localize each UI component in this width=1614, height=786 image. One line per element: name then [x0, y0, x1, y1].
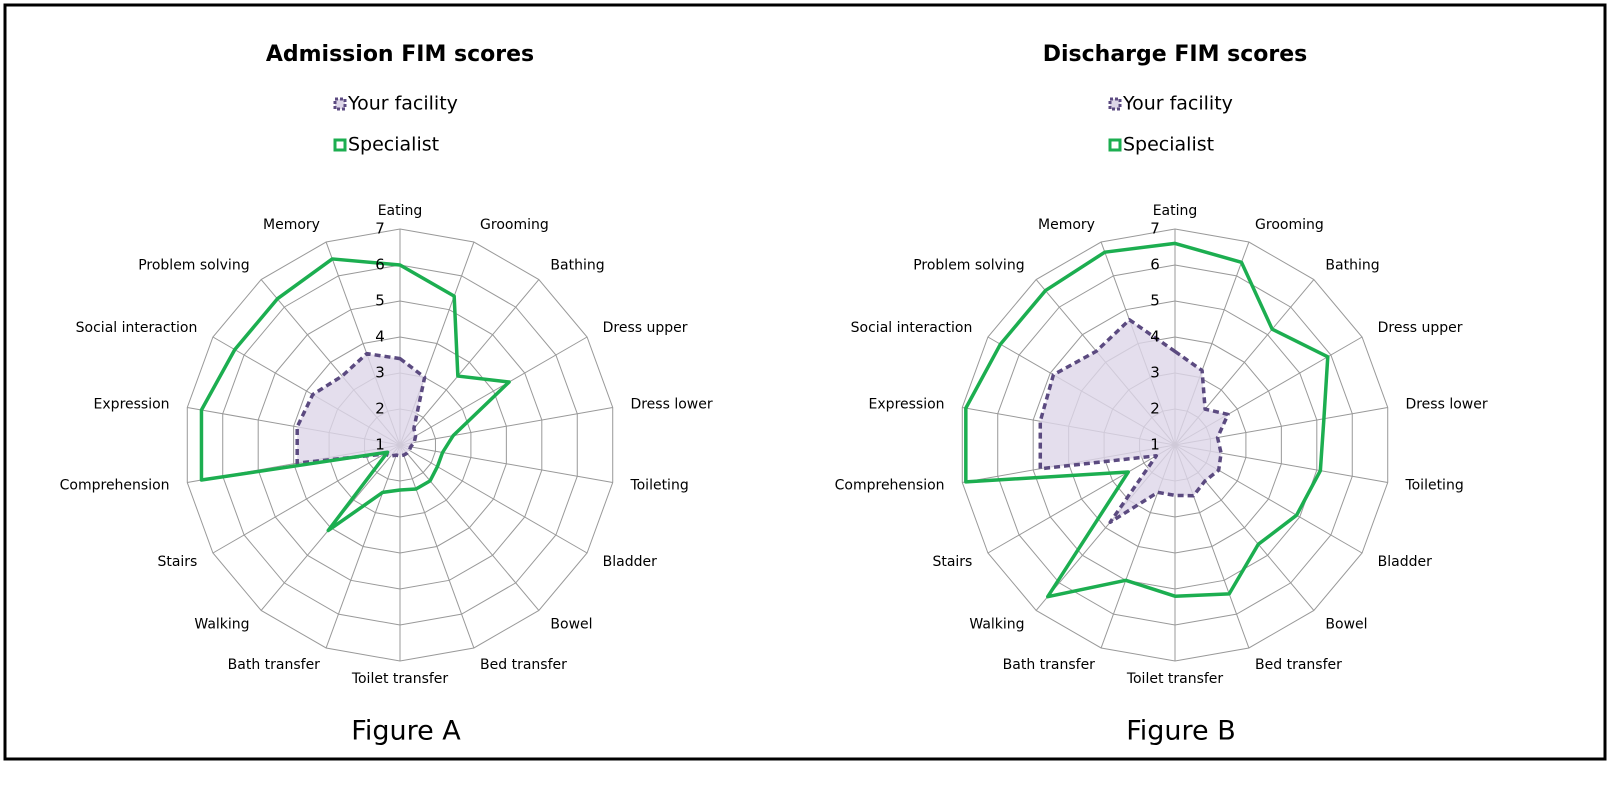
category-label: Bowel — [1325, 616, 1367, 632]
y-tick-label: 5 — [1150, 292, 1160, 310]
y-tick-label: 3 — [375, 364, 385, 382]
y-tick-label: 5 — [375, 292, 385, 310]
category-label: Bathing — [550, 258, 604, 274]
category-label: Grooming — [480, 217, 549, 233]
category-label: Bathing — [1325, 258, 1379, 274]
series-line — [199, 257, 511, 533]
legend-marker — [333, 97, 347, 111]
series-line — [964, 241, 1330, 599]
category-label: Social interaction — [76, 320, 198, 336]
category-label: Bed transfer — [480, 657, 567, 673]
spoke — [399, 444, 588, 554]
spoke — [399, 444, 540, 611]
category-label: Grooming — [1255, 217, 1324, 233]
category-label: Dress upper — [1378, 320, 1463, 336]
y-tick-label: 4 — [375, 328, 385, 346]
category-label: Toileting — [1404, 478, 1463, 494]
y-tick-label: 3 — [1150, 364, 1160, 382]
legend-label: Specialist — [1123, 134, 1214, 156]
category-label: Problem solving — [138, 258, 249, 274]
y-tick-label: 2 — [1150, 400, 1160, 418]
category-label: Dress lower — [630, 396, 712, 412]
series-line — [1038, 318, 1230, 524]
category-label: Memory — [263, 217, 320, 233]
chart-title: Discharge FIM scores — [1043, 42, 1308, 67]
chart-title: Admission FIM scores — [266, 42, 534, 67]
category-label: Bladder — [603, 554, 657, 570]
category-label: Expression — [94, 396, 170, 412]
category-label: Stairs — [157, 554, 197, 570]
category-label: Comprehension — [60, 478, 170, 494]
legend-marker — [1108, 138, 1122, 152]
spoke — [212, 444, 401, 554]
category-label: Eating — [378, 203, 423, 219]
spoke — [399, 444, 475, 649]
y-tick-label: 7 — [375, 220, 385, 238]
y-tick-label: 1 — [375, 436, 385, 454]
spoke — [399, 279, 540, 446]
spoke — [399, 406, 613, 446]
category-label: Bed transfer — [1255, 657, 1342, 673]
y-tick-label: 7 — [1150, 220, 1160, 238]
category-label: Walking — [194, 616, 249, 632]
category-label: Toilet transfer — [351, 671, 449, 687]
category-label: Expression — [869, 396, 945, 412]
spoke — [987, 444, 1176, 554]
caption: Figure B — [1126, 716, 1236, 747]
spoke — [399, 336, 588, 446]
category-label: Comprehension — [835, 478, 945, 494]
category-label: Dress upper — [603, 320, 688, 336]
series-line — [295, 351, 427, 465]
category-label: Social interaction — [851, 320, 973, 336]
legend-label: Your facility — [347, 93, 458, 115]
category-label: Memory — [1038, 217, 1095, 233]
caption: Figure A — [351, 716, 461, 747]
category-label: Bowel — [550, 616, 592, 632]
category-label: Bath transfer — [228, 657, 321, 673]
y-tick-label: 2 — [375, 400, 385, 418]
y-tick-label: 4 — [1150, 328, 1160, 346]
legend-marker — [333, 138, 347, 152]
category-label: Walking — [969, 616, 1024, 632]
category-label: Bladder — [1378, 554, 1432, 570]
category-label: Toilet transfer — [1126, 671, 1224, 687]
category-label: Problem solving — [913, 258, 1024, 274]
frame — [3, 3, 1607, 761]
spoke — [325, 444, 401, 649]
category-label: Toileting — [629, 478, 688, 494]
category-label: Eating — [1153, 203, 1198, 219]
y-tick-label: 6 — [1150, 256, 1160, 274]
y-tick-label: 1 — [1150, 436, 1160, 454]
category-label: Stairs — [932, 554, 972, 570]
legend-label: Specialist — [348, 134, 439, 156]
category-label: Bath transfer — [1003, 657, 1096, 673]
legend-marker — [1108, 97, 1122, 111]
spoke — [399, 444, 613, 484]
y-tick-label: 6 — [375, 256, 385, 274]
category-label: Dress lower — [1405, 396, 1487, 412]
legend-label: Your facility — [1122, 93, 1233, 115]
